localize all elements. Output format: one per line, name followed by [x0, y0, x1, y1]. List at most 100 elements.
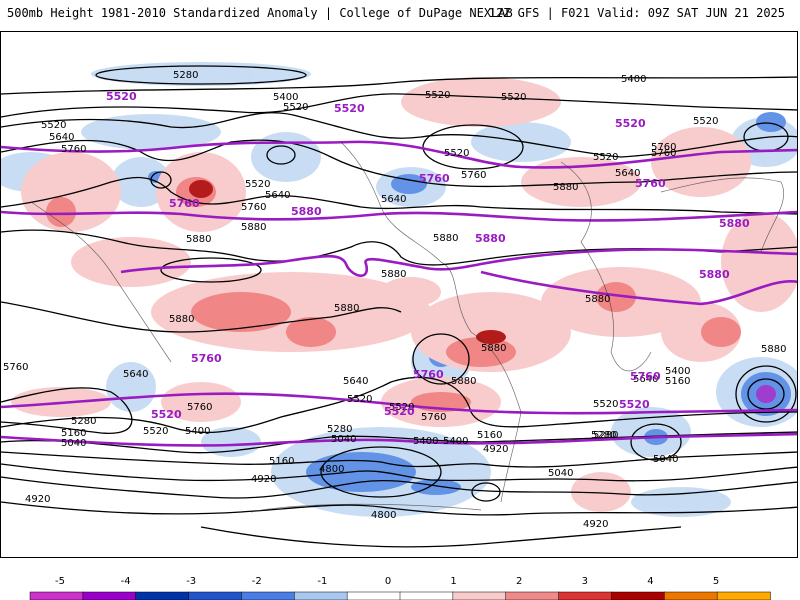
contour-label: 5880	[169, 314, 194, 325]
contour-label: 5520	[444, 148, 469, 159]
contour-label: 5880	[451, 376, 476, 387]
standard-contour-label: 5760	[413, 368, 444, 381]
model-run-label: 12Z GFS | F021 Valid: 09Z SAT JUN 21 202…	[488, 6, 785, 20]
contour-label: 4920	[251, 474, 276, 485]
contour-label: 5400	[185, 426, 210, 437]
contour-label: 5640	[615, 168, 640, 179]
contour-label: 5520	[41, 120, 66, 131]
colorbar-swatch	[29, 591, 84, 600]
contour-labels: 5280 5400 5400 5520 5520 5520 5640 5760 …	[3, 70, 786, 530]
contour-label: 5400	[443, 436, 468, 447]
colorbar-tick-label: 2	[516, 576, 522, 587]
colorbar-swatch	[241, 591, 296, 600]
contour-label: 5760	[187, 402, 212, 413]
contour-label: 5160	[269, 456, 294, 467]
contour-label: 5520	[425, 90, 450, 101]
contour-label: 5400	[621, 74, 646, 85]
contour-label: 5040	[548, 468, 573, 479]
contour-label: 5280	[327, 424, 352, 435]
contour-label: 5520	[389, 402, 414, 413]
colorbar-tick-label: 0	[385, 576, 391, 587]
contour-label: 5640	[49, 132, 74, 143]
colorbar-swatch	[505, 591, 560, 600]
standard-contour-label: 5760	[630, 370, 661, 383]
contour-label: 5520	[347, 394, 372, 405]
colorbar-tick-label: -4	[121, 576, 131, 587]
colorbar-tick-label: -2	[252, 576, 262, 587]
height-contours	[1, 65, 797, 548]
colorbar-swatch	[188, 591, 243, 600]
contour-label: 5520	[693, 116, 718, 127]
contour-label: 5760	[241, 202, 266, 213]
anomaly-colorbar: -5 -4 -3 -2 -1 0 1 2 3 4 5	[29, 576, 771, 600]
colorbar-tick-label: -1	[317, 576, 327, 587]
colorbar-tick-label: 1	[450, 576, 456, 587]
standard-contour-label: 5880	[699, 268, 730, 281]
contour-label: 5880	[761, 344, 786, 355]
contour-label: 4920	[583, 519, 608, 530]
contour-label: 5640	[381, 194, 406, 205]
contour-label: 5520	[245, 179, 270, 190]
colorbar-tick-label: 5	[713, 576, 719, 587]
colorbar-tick-label: 4	[647, 576, 653, 587]
standard-contour-label: 5520	[619, 398, 650, 411]
colorbar-tick-label: -3	[186, 576, 196, 587]
contour-label: 5520	[283, 102, 308, 113]
colorbar-swatch	[558, 591, 613, 600]
contour-label: 4920	[25, 494, 50, 505]
anomaly-map[interactable]: 5280 5400 5400 5520 5520 5520 5640 5760 …	[0, 31, 798, 558]
standard-contour-label: 5520	[106, 90, 137, 103]
contour-label: 5880	[481, 343, 506, 354]
contour-label: 5280	[173, 70, 198, 81]
contour-label: 5280	[593, 430, 618, 441]
contour-label: 5640	[265, 190, 290, 201]
contour-label: 5280	[71, 416, 96, 427]
contour-label: 5640	[123, 369, 148, 380]
contour-label: 5400	[413, 436, 438, 447]
contour-label: 5520	[593, 152, 618, 163]
standard-height-contours	[1, 140, 797, 447]
contour-label: 5040	[331, 434, 356, 445]
contour-label: 5760	[421, 412, 446, 423]
contour-label: 5880	[241, 222, 266, 233]
contour-label: 5040	[61, 438, 86, 449]
colorbar-swatch	[294, 591, 348, 600]
contour-label: 5160	[477, 430, 502, 441]
colorbar-swatch	[716, 591, 771, 600]
map-title: 500mb Height 1981-2010 Standardized Anom…	[7, 6, 513, 20]
standard-contour-label: 5760	[191, 352, 222, 365]
contour-label: 5880	[553, 182, 578, 193]
contour-label: 5880	[433, 233, 458, 244]
standard-contour-label: 5520	[334, 102, 365, 115]
colorbar-swatch	[135, 591, 190, 600]
contour-label: 5760	[461, 170, 486, 181]
contour-label: 5880	[334, 303, 359, 314]
contour-label: 5760	[651, 148, 676, 159]
standard-contour-label: 5760	[635, 177, 666, 190]
colorbar-swatch	[452, 591, 507, 600]
standard-contour-label: 5760	[169, 197, 200, 210]
contour-label: 5520	[501, 92, 526, 103]
contour-label: 5760	[651, 142, 676, 153]
colorbar-swatch	[346, 591, 401, 600]
standard-contour-label: 5880	[475, 232, 506, 245]
standard-contour-label: 5520	[151, 408, 182, 421]
contour-label: 5400	[273, 92, 298, 103]
contour-label: 5760	[61, 144, 86, 155]
contour-label: 5280	[591, 430, 616, 441]
contour-label: 5520	[143, 426, 168, 437]
contour-label: 4800	[319, 464, 344, 475]
colorbar-tick-label: -5	[55, 576, 65, 587]
colorbar-swatch	[664, 591, 718, 600]
contour-label: 4800	[371, 510, 396, 521]
coastlines	[30, 141, 785, 513]
colorbar-swatch	[82, 591, 137, 600]
standard-contour-label: 5520	[615, 117, 646, 130]
colorbar-swatch	[611, 591, 666, 600]
contour-label: 5160	[665, 376, 690, 387]
standard-contour-label: 5760	[419, 172, 450, 185]
contour-label: 4920	[483, 444, 508, 455]
contour-label: 5880	[186, 234, 211, 245]
contour-label: 5040	[653, 454, 678, 465]
standard-contour-labels: 5520 5520 5520 5760 5760 5760 5880 5880 …	[106, 90, 750, 421]
